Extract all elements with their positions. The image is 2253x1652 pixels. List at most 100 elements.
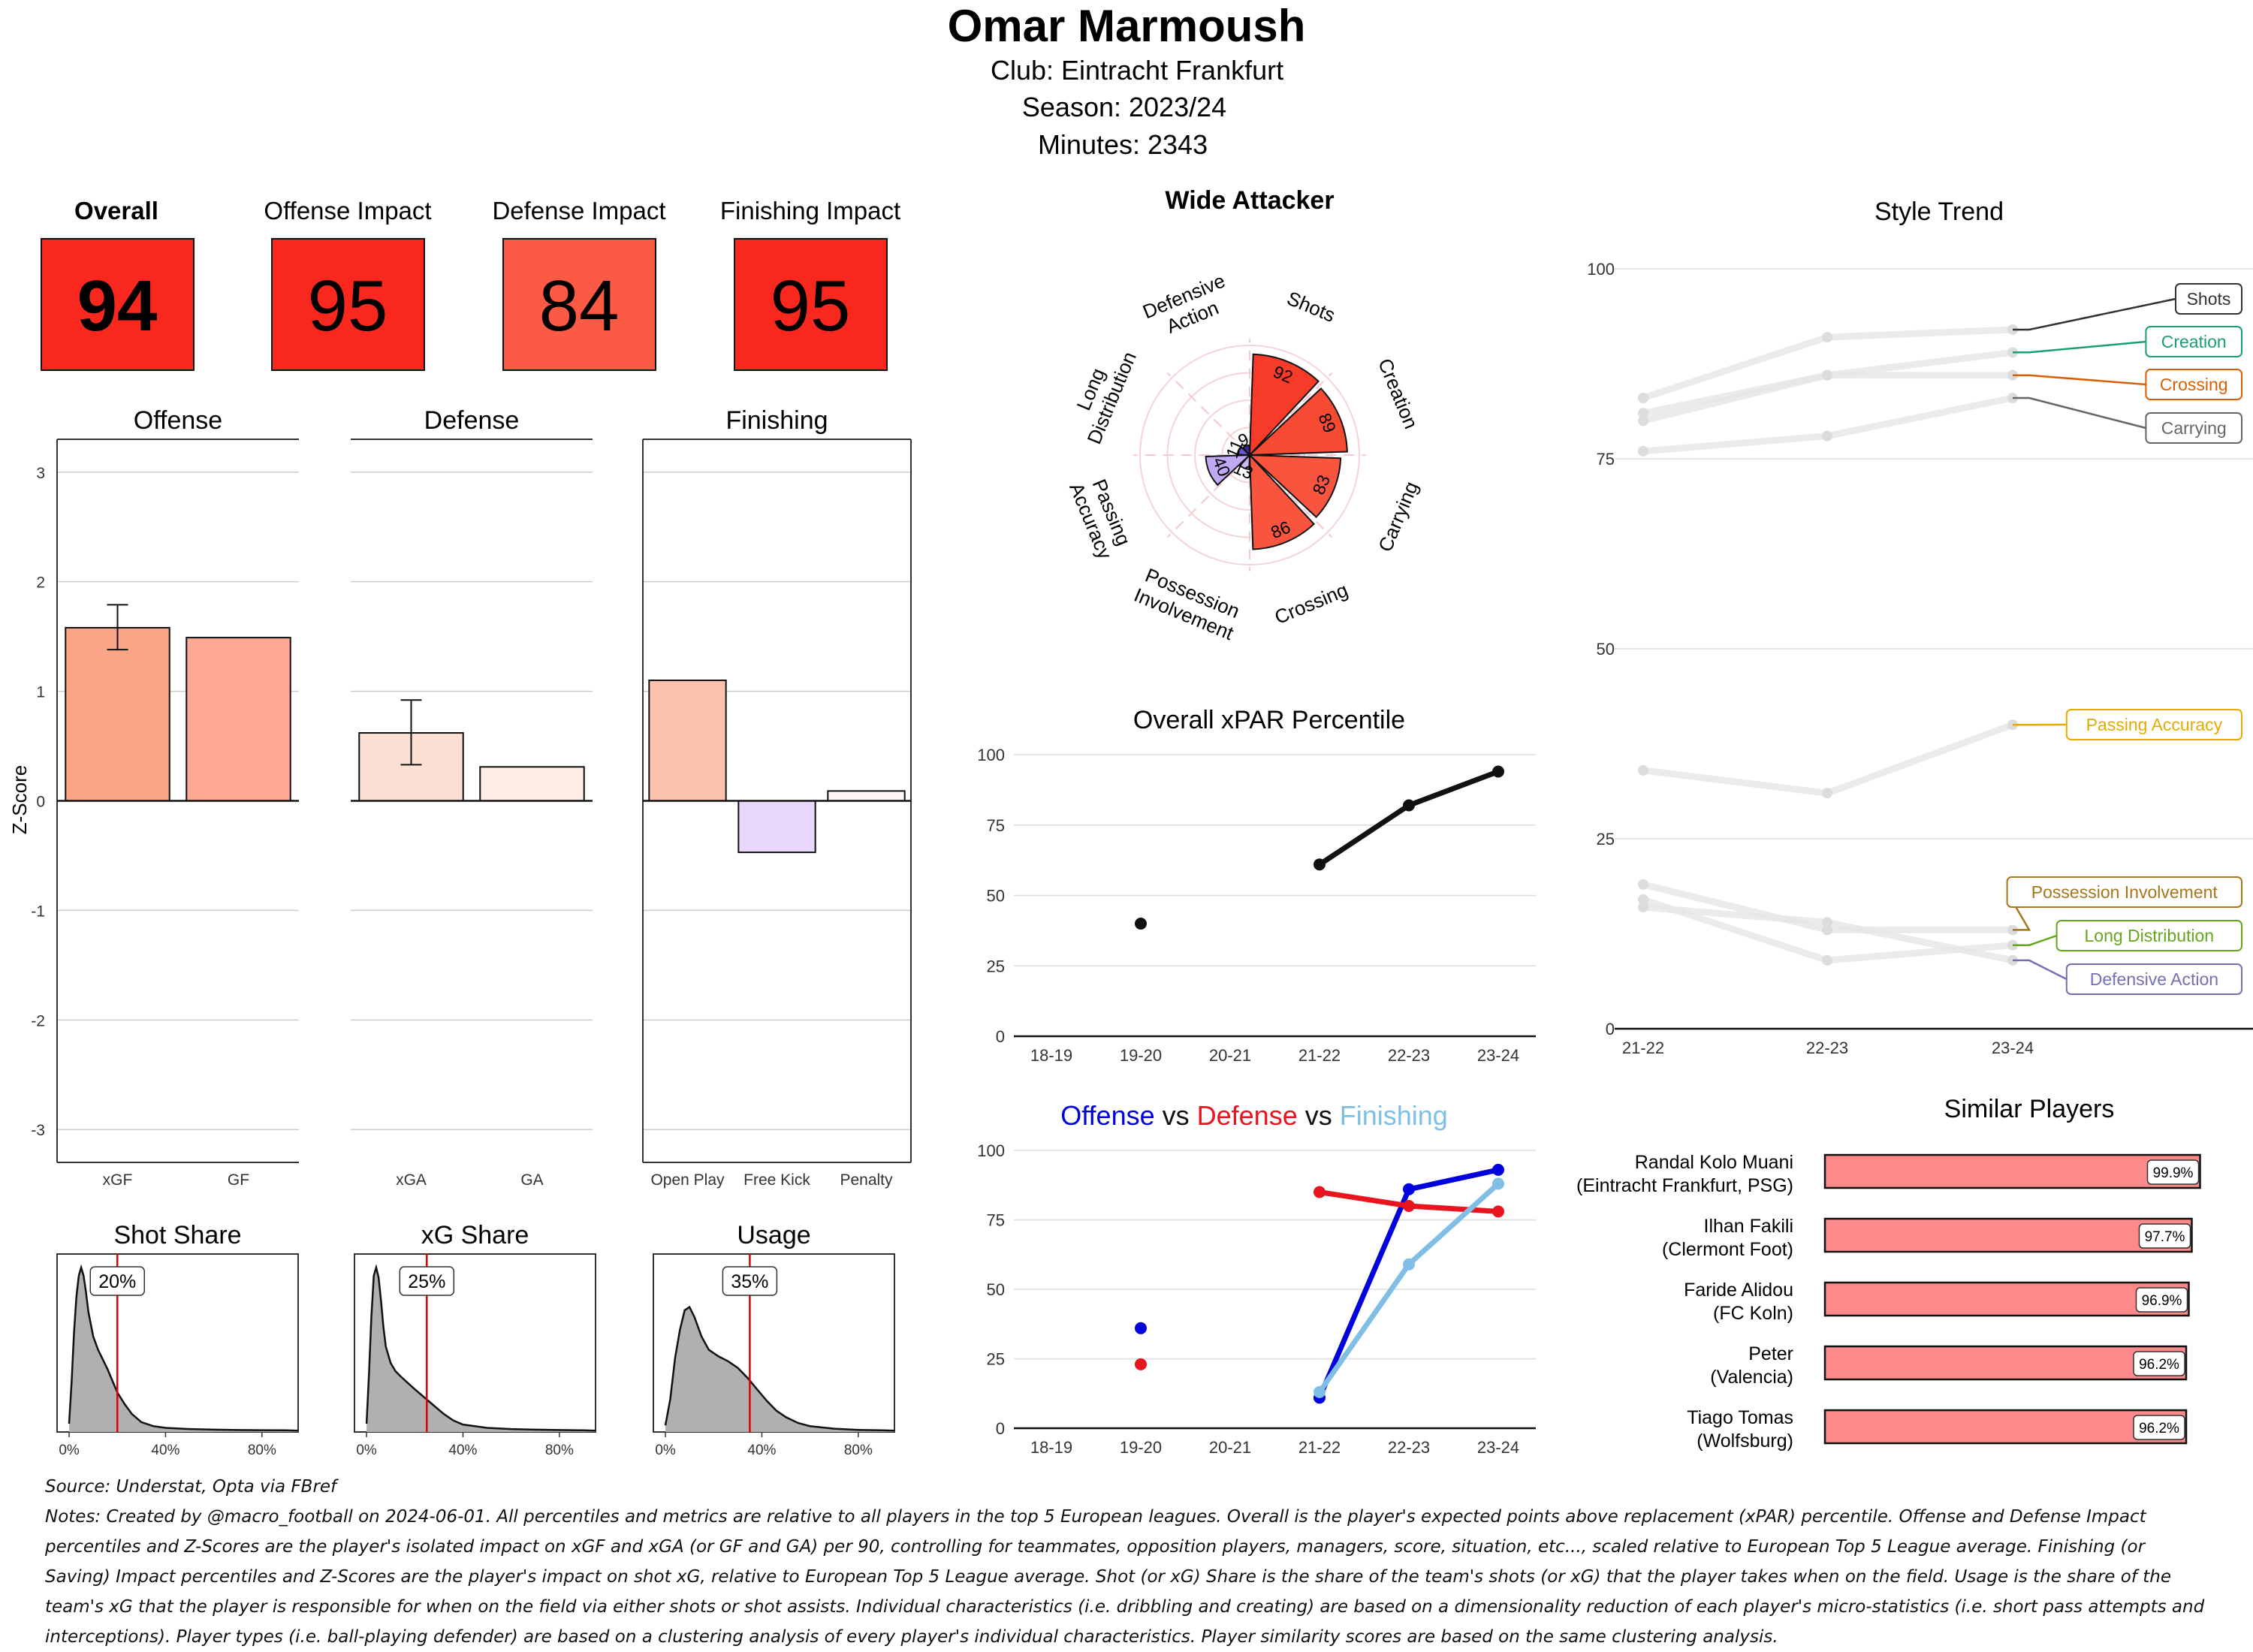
components-title-part: vs — [1298, 1100, 1332, 1131]
series-label-connector — [2013, 374, 2146, 386]
components-title-part: Defense — [1190, 1100, 1298, 1131]
x-tick-label: 23-24 — [1477, 1438, 1519, 1457]
x-tick-label: 21-22 — [1298, 1438, 1341, 1457]
similarity-label-box — [2135, 1287, 2188, 1313]
radar-wedge — [1241, 444, 1251, 457]
y-tick-label: 25 — [987, 1350, 1005, 1369]
series-label-box — [2145, 412, 2242, 444]
x-tick-label: 40% — [151, 1442, 179, 1458]
series-label: Long Distribution — [2084, 926, 2214, 945]
x-tick-label: 20-21 — [1209, 1438, 1251, 1457]
radar-spoke — [1264, 469, 1333, 538]
x-tick-label: 20-21 — [1209, 1046, 1251, 1065]
panel-title: Defense — [424, 406, 520, 435]
similar-players-chart: Similar Players Randal Kolo Muani(Eintrac… — [1576, 1095, 2201, 1452]
impact-tile-value: 94 — [77, 266, 158, 346]
radar-spoke — [1166, 372, 1235, 441]
density-line — [68, 1264, 299, 1432]
series-label: Possession Involvement — [2031, 882, 2218, 902]
zscore-tick-label: 3 — [36, 465, 45, 482]
similarity-label-box — [2138, 1223, 2191, 1249]
radar-category-label: Shots — [1283, 287, 1338, 327]
x-tick-label: 22-23 — [1388, 1438, 1430, 1457]
x-tick-label: 21-22 — [1298, 1046, 1341, 1065]
series-point — [1403, 1258, 1415, 1271]
impact-tile-offense: Offense Impact 95 — [264, 197, 432, 371]
components-title-part: Offense — [1060, 1100, 1154, 1131]
x-tick-label: 80% — [545, 1442, 574, 1458]
components-chart: 0 25 50 75 100 18-19 19-20 20-21 21-22 22-23 23-24… — [977, 1100, 1536, 1457]
zscore-tick-label: -3 — [31, 1122, 45, 1139]
similarity-bar — [1823, 1217, 2193, 1253]
series-point — [1403, 799, 1415, 812]
radar-gridline — [1194, 399, 1305, 511]
series-point — [1638, 902, 1648, 913]
impact-tile-finishing: Finishing Impact 95 — [720, 197, 900, 371]
zscore-tick-label: -1 — [31, 903, 45, 920]
radar-wedge — [1248, 353, 1320, 457]
series-point — [1135, 918, 1147, 930]
club-value: Eintracht Frankfurt — [1061, 55, 1283, 86]
y-tick-label: 100 — [977, 746, 1005, 764]
radar-spoke — [1166, 469, 1235, 538]
similarity-bar — [1823, 1345, 2188, 1381]
usage-panel: Usage 35% 0% 40% 80% — [653, 1221, 895, 1458]
radar-wedge — [1205, 454, 1252, 487]
footer-notes: Source: Understat, Opta via FBref Notes:… — [45, 1472, 2215, 1652]
impact-tile-value: 95 — [308, 266, 388, 346]
series-line — [1318, 769, 1500, 867]
series-point — [1822, 954, 1832, 966]
similar-player-name: Peter — [1748, 1343, 1793, 1364]
series-point — [1822, 788, 1832, 799]
radar-gridline — [1139, 345, 1360, 565]
y-tick-label: 75 — [987, 816, 1005, 835]
series-line — [1642, 721, 2014, 797]
footer-source: Source: Understat, Opta via FBref — [45, 1477, 337, 1497]
y-tick-label: 0 — [1606, 1020, 1615, 1039]
y-tick-label: 50 — [987, 1280, 1005, 1299]
category-label: xGF — [103, 1171, 133, 1189]
density-area — [366, 1268, 596, 1432]
radar-category-label: Carrying — [1374, 478, 1422, 555]
radar-wedge — [1247, 387, 1348, 457]
zscore-offense-panel: Offense xGF GF — [56, 406, 299, 1189]
y-tick-label: 75 — [987, 1211, 1005, 1230]
similar-player-name: Randal Kolo Muani — [1635, 1152, 1793, 1173]
impact-tile-defense: Defense Impact 84 — [492, 197, 666, 371]
series-label-connector — [2013, 396, 2146, 430]
radar-wedge — [1238, 453, 1251, 471]
similarity-label: 96.2% — [2139, 1357, 2179, 1373]
impact-tile-value: 95 — [771, 266, 851, 346]
player-name: Omar Marmoush — [948, 1, 1306, 51]
similar-player-club: (Clermont Foot) — [1662, 1239, 1793, 1260]
y-tick-label: 100 — [1587, 260, 1615, 279]
series-point — [1638, 894, 1648, 905]
series-point — [1638, 764, 1648, 776]
similarity-label-box — [2146, 1159, 2200, 1185]
x-tick-label: 80% — [844, 1442, 873, 1458]
x-tick-label: 19-20 — [1120, 1438, 1162, 1457]
value-marker-box — [399, 1266, 455, 1296]
series-point — [1135, 1322, 1147, 1334]
y-tick-label: 0 — [996, 1027, 1005, 1046]
series-point — [1638, 445, 1648, 457]
series-point — [1492, 1205, 1504, 1218]
x-tick-label: 40% — [448, 1442, 477, 1458]
y-tick-label: 25 — [987, 957, 1005, 975]
impact-tile-label: Finishing Impact — [720, 197, 900, 225]
similarity-bar — [1823, 1153, 2201, 1189]
series-label: Defensive Action — [2090, 969, 2218, 989]
series-point — [1492, 1177, 1504, 1190]
zscore-y-axis-label: Z-Score — [8, 765, 31, 834]
x-tick-label: 23-24 — [1992, 1039, 2034, 1057]
series-point — [1822, 430, 1832, 442]
x-tick-label: 22-23 — [1388, 1046, 1430, 1065]
series-label: Creation — [2161, 332, 2227, 351]
impact-tile-box — [502, 238, 656, 371]
y-tick-label: 50 — [987, 887, 1005, 906]
series-point — [1313, 858, 1326, 871]
density-area — [69, 1268, 298, 1432]
x-tick-label: 0% — [655, 1442, 676, 1458]
series-point — [1638, 393, 1648, 404]
category-label: Penalty — [840, 1171, 893, 1189]
